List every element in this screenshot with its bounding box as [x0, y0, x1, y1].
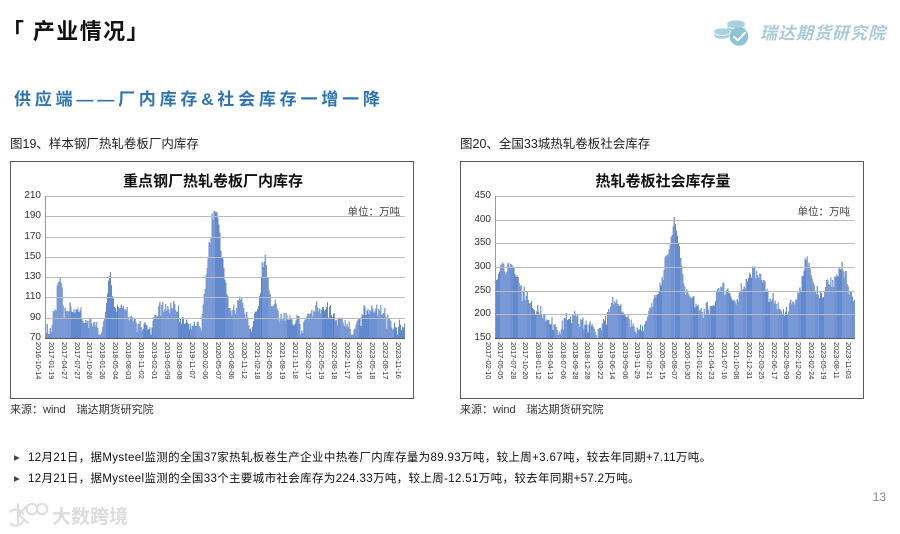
svg-text:大数跨境: 大数跨境	[52, 502, 128, 529]
